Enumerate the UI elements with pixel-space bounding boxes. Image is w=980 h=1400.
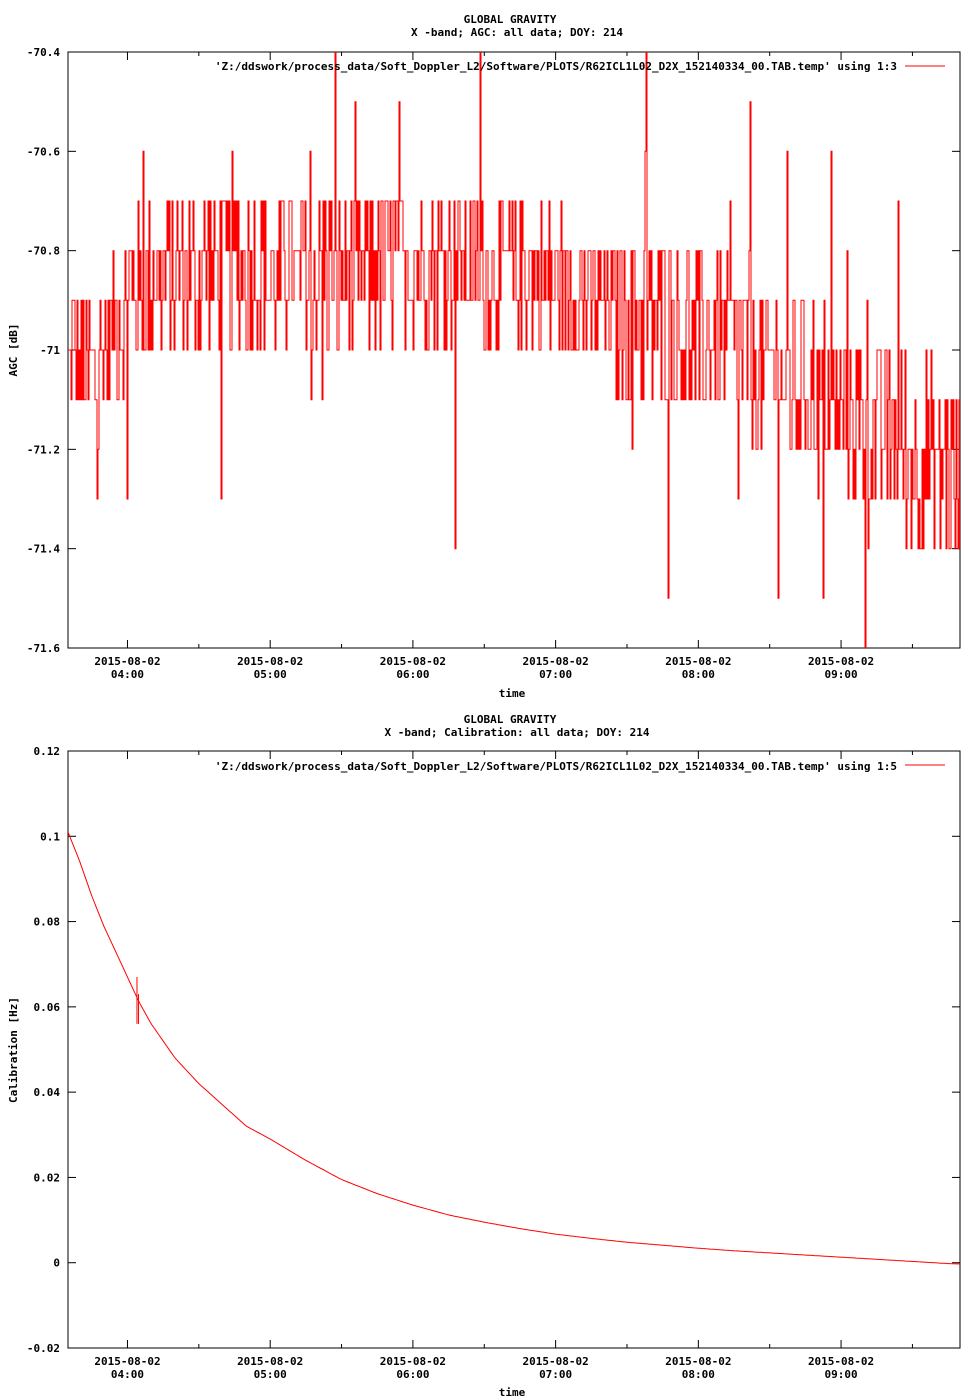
calibration-ytick-label: 0.04 xyxy=(34,1086,61,1099)
calibration-ytick-label: 0.12 xyxy=(34,745,61,758)
agc-ytick-label: -71.4 xyxy=(27,543,60,556)
agc-xtick-time: 05:00 xyxy=(254,668,287,681)
agc-xtick-date: 2015-08-02 xyxy=(523,655,589,668)
agc-xtick-time: 09:00 xyxy=(825,668,858,681)
calibration-xtick-time: 08:00 xyxy=(682,1368,715,1381)
calibration-xtick-date: 2015-08-02 xyxy=(94,1355,160,1368)
calibration-xtick-time: 06:00 xyxy=(396,1368,429,1381)
calibration-xtick-time: 04:00 xyxy=(111,1368,144,1381)
agc-ytick-label: -71 xyxy=(40,344,60,357)
agc-subtitle: X -band; AGC: all data; DOY: 214 xyxy=(411,26,623,39)
agc-x-axis-label: time xyxy=(499,687,526,700)
agc-plot-frame xyxy=(67,51,961,649)
agc-xtick-time: 06:00 xyxy=(396,668,429,681)
calibration-title: GLOBAL GRAVITY xyxy=(464,713,557,726)
calibration-legend-label: 'Z:/ddswork/process_data/Soft_Doppler_L2… xyxy=(215,760,897,773)
calibration-ytick-label: -0.02 xyxy=(27,1342,60,1355)
calibration-xtick-time: 07:00 xyxy=(539,1368,572,1381)
calibration-xtick-time: 09:00 xyxy=(825,1368,858,1381)
calibration-y-axis-label: Calibration [Hz] xyxy=(7,997,20,1103)
agc-xtick-date: 2015-08-02 xyxy=(380,655,446,668)
agc-xtick-date: 2015-08-02 xyxy=(808,655,874,668)
agc-ytick-label: -71.6 xyxy=(27,642,60,655)
calibration-xtick-date: 2015-08-02 xyxy=(665,1355,731,1368)
agc-ytick-label: -70.8 xyxy=(27,245,60,258)
calibration-subtitle: X -band; Calibration: all data; DOY: 214 xyxy=(385,726,650,739)
calibration-series-line xyxy=(68,831,960,1265)
agc-xtick-date: 2015-08-02 xyxy=(237,655,303,668)
calibration-ytick-label: 0.02 xyxy=(34,1171,61,1184)
calibration-plot-frame xyxy=(67,750,961,1349)
agc-xtick-date: 2015-08-02 xyxy=(94,655,160,668)
agc-title: GLOBAL GRAVITY xyxy=(464,13,557,26)
calibration-x-axis-label: time xyxy=(499,1386,526,1399)
agc-xtick-time: 07:00 xyxy=(539,668,572,681)
agc-ytick-label: -70.4 xyxy=(27,46,60,59)
agc-xtick-date: 2015-08-02 xyxy=(665,655,731,668)
calibration-xtick-date: 2015-08-02 xyxy=(808,1355,874,1368)
calibration-xtick-date: 2015-08-02 xyxy=(523,1355,589,1368)
agc-series-line xyxy=(68,52,960,648)
calibration-xtick-date: 2015-08-02 xyxy=(380,1355,446,1368)
agc-legend-label: 'Z:/ddswork/process_data/Soft_Doppler_L2… xyxy=(215,60,897,73)
agc-xtick-time: 08:00 xyxy=(682,668,715,681)
agc-y-axis-label: AGC [dB] xyxy=(7,324,20,377)
calibration-plot: GLOBAL GRAVITY X -band; Calibration: all… xyxy=(7,713,961,1399)
agc-xtick-time: 04:00 xyxy=(111,668,144,681)
calibration-ytick-label: 0.08 xyxy=(34,916,61,929)
calibration-ytick-label: 0.06 xyxy=(34,1001,61,1014)
calibration-xtick-time: 05:00 xyxy=(254,1368,287,1381)
agc-plot: GLOBAL GRAVITY X -band; AGC: all data; D… xyxy=(7,13,961,700)
agc-ytick-label: -71.2 xyxy=(27,443,60,456)
agc-ytick-label: -70.6 xyxy=(27,145,60,158)
calibration-ytick-label: 0.1 xyxy=(40,830,60,843)
calibration-ytick-label: 0 xyxy=(53,1257,60,1270)
calibration-xtick-date: 2015-08-02 xyxy=(237,1355,303,1368)
